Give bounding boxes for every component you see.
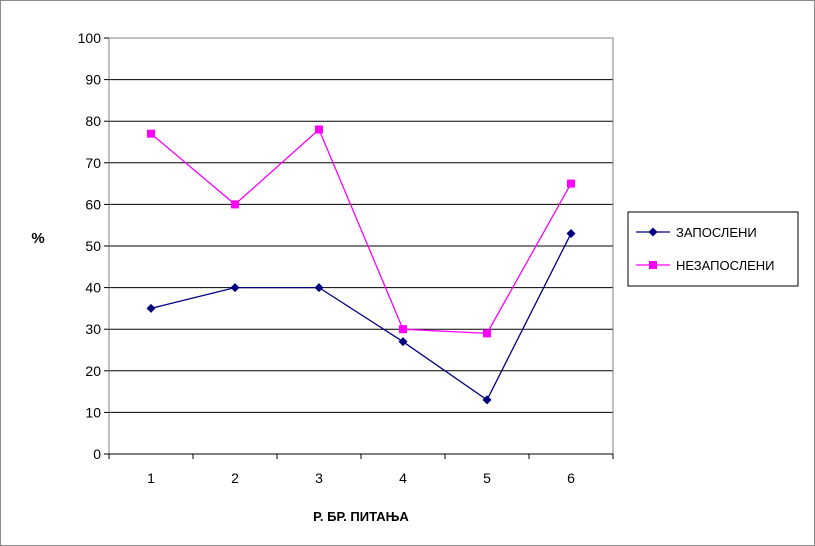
legend-marker [649,261,657,269]
data-point [315,125,323,134]
legend-box [627,211,799,287]
data-point [146,303,156,313]
y-tick-label: 20 [85,363,101,379]
y-axis-ticks: 0 10 20 30 40 50 60 70 80 90 100 [78,30,109,462]
data-point [147,129,155,138]
data-point [399,325,407,334]
legend-label: ЗАПОСЛЕНИ [676,225,757,240]
data-point [230,283,240,293]
legend-item: НЕЗАПОСЛЕНИ [636,258,775,273]
series-line [150,233,572,401]
x-tick-label: 5 [483,470,491,486]
y-tick-label: 70 [85,155,101,171]
y-tick-label: 30 [85,321,101,337]
y-tick-label: 90 [85,72,101,88]
series-group [146,125,576,405]
legend-marker [648,227,658,237]
y-tick-label: 100 [78,30,102,46]
data-point [482,395,492,405]
x-axis-ticks: 1 2 3 4 5 6 [108,453,614,486]
data-point [567,179,575,188]
y-tick-label: 10 [85,404,101,420]
data-point [483,329,491,338]
data-point [314,283,324,293]
y-axis-title: % [31,230,44,247]
data-point [566,229,576,239]
data-point [398,337,408,347]
x-axis-title: Р. БР. ПИТАЊА [313,509,409,524]
x-tick-label: 3 [315,470,323,486]
series-1 [146,229,576,405]
x-tick-label: 4 [399,470,407,486]
x-tick-label: 2 [231,470,239,486]
y-tick-label: 80 [85,113,101,129]
x-tick-label: 1 [147,470,155,486]
x-tick-label: 6 [567,470,575,486]
y-tick-label: 0 [93,446,101,462]
series-2 [147,125,575,338]
y-tick-label: 50 [85,238,101,254]
data-point [231,200,239,209]
series-line [150,128,572,335]
y-tick-label: 40 [85,280,101,296]
legend-label: НЕЗАПОСЛЕНИ [676,258,775,273]
gridlines [109,37,613,413]
legend-item: ЗАПОСЛЕНИ [636,225,757,240]
y-tick-label: 60 [85,196,101,212]
legend: ЗАПОСЛЕНИ НЕЗАПОСЛЕНИ [627,211,799,287]
